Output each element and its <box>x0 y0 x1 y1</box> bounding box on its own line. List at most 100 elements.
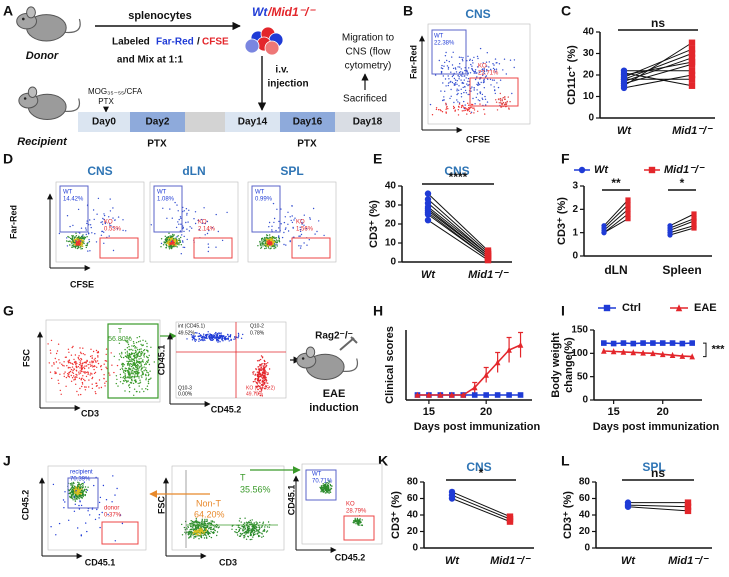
y-tick-label: 2 <box>572 204 578 215</box>
event-dot <box>79 372 82 374</box>
event-dot <box>131 345 133 347</box>
event-dot <box>326 491 328 493</box>
event-dot <box>70 374 73 377</box>
label: donor <box>104 506 119 512</box>
panel-letter: A <box>3 3 13 19</box>
event-dot <box>109 210 112 212</box>
data-point <box>640 340 646 346</box>
label: CFSE <box>466 134 490 144</box>
y-axis-label: Clinical scores <box>384 326 396 404</box>
event-dot <box>252 536 254 538</box>
event-dot <box>477 84 480 86</box>
event-dot <box>466 108 468 110</box>
label: WT <box>434 34 444 40</box>
event-dot <box>73 361 76 364</box>
event-dot <box>218 336 220 338</box>
event-dot <box>263 240 265 242</box>
event-dot <box>214 525 216 527</box>
event-dot <box>455 82 457 84</box>
event-dot <box>447 84 449 87</box>
event-dot <box>207 246 210 248</box>
event-dot <box>66 215 69 217</box>
event-dot <box>78 377 81 379</box>
panel-letter: F <box>561 151 570 167</box>
event-dot <box>445 102 447 105</box>
event-dot <box>494 89 496 92</box>
label: 49.70% <box>246 391 264 397</box>
event-dot <box>505 103 508 105</box>
event-dot <box>450 95 452 98</box>
event-dot <box>467 55 469 57</box>
event-dot <box>264 373 266 375</box>
x-tick-label: 20 <box>657 406 669 418</box>
pair-line <box>669 225 695 234</box>
event-dot <box>104 221 106 224</box>
event-dot <box>255 385 257 388</box>
event-dot <box>467 80 469 83</box>
event-dot <box>146 360 148 363</box>
data-point <box>675 304 683 312</box>
event-dot <box>466 83 468 85</box>
event-dot <box>164 235 166 237</box>
event-dot <box>204 526 207 529</box>
data-point <box>578 166 586 174</box>
event-dot <box>241 533 244 535</box>
event-dot <box>198 229 200 231</box>
event-dot <box>131 378 133 380</box>
event-dot <box>456 90 458 92</box>
event-dot <box>470 112 472 115</box>
event-dot <box>77 208 80 211</box>
event-dot <box>53 362 55 364</box>
event-dot <box>447 108 449 110</box>
data-point <box>620 67 628 74</box>
event-dot <box>58 232 61 235</box>
event-dot <box>500 101 502 103</box>
event-dot <box>200 525 202 527</box>
event-dot <box>168 244 170 246</box>
legend-label: Wt <box>594 164 609 176</box>
event-dot <box>457 101 459 103</box>
event-dot <box>191 339 194 341</box>
flow-plot <box>301 463 383 545</box>
data-point <box>620 82 628 89</box>
event-dot <box>269 234 271 236</box>
significance: * <box>680 176 685 190</box>
event-dot <box>259 374 262 376</box>
event-dot <box>223 337 226 340</box>
event-dot <box>248 521 250 523</box>
event-dot <box>259 240 261 243</box>
event-dot <box>470 106 472 109</box>
event-dot <box>105 360 108 362</box>
event-dot <box>76 247 79 250</box>
event-dot <box>300 219 302 221</box>
event-dot <box>136 356 138 358</box>
event-dot <box>194 339 196 341</box>
event-dot <box>264 247 266 250</box>
event-dot <box>58 522 61 525</box>
event-dot <box>122 382 124 385</box>
event-dot <box>96 213 98 215</box>
event-dot <box>498 102 500 104</box>
event-dot <box>122 370 125 372</box>
event-dot <box>81 487 84 489</box>
event-dot <box>284 228 287 230</box>
event-dot <box>265 382 267 384</box>
event-dot <box>208 336 211 338</box>
event-dot <box>200 339 202 341</box>
event-dot <box>130 382 133 384</box>
event-dot <box>238 334 240 336</box>
event-dot <box>469 58 471 60</box>
event-dot <box>441 64 443 67</box>
event-dot <box>80 363 82 365</box>
event-dot <box>75 383 77 385</box>
event-dot <box>195 536 197 538</box>
event-dot <box>194 527 197 529</box>
event-dot <box>458 85 460 87</box>
event-dot <box>132 341 135 343</box>
label: CD45.2 <box>335 552 366 562</box>
event-dot <box>179 230 182 232</box>
event-dot <box>203 333 205 335</box>
event-dot <box>233 338 235 340</box>
event-dot <box>271 225 273 227</box>
event-dot <box>319 486 321 489</box>
